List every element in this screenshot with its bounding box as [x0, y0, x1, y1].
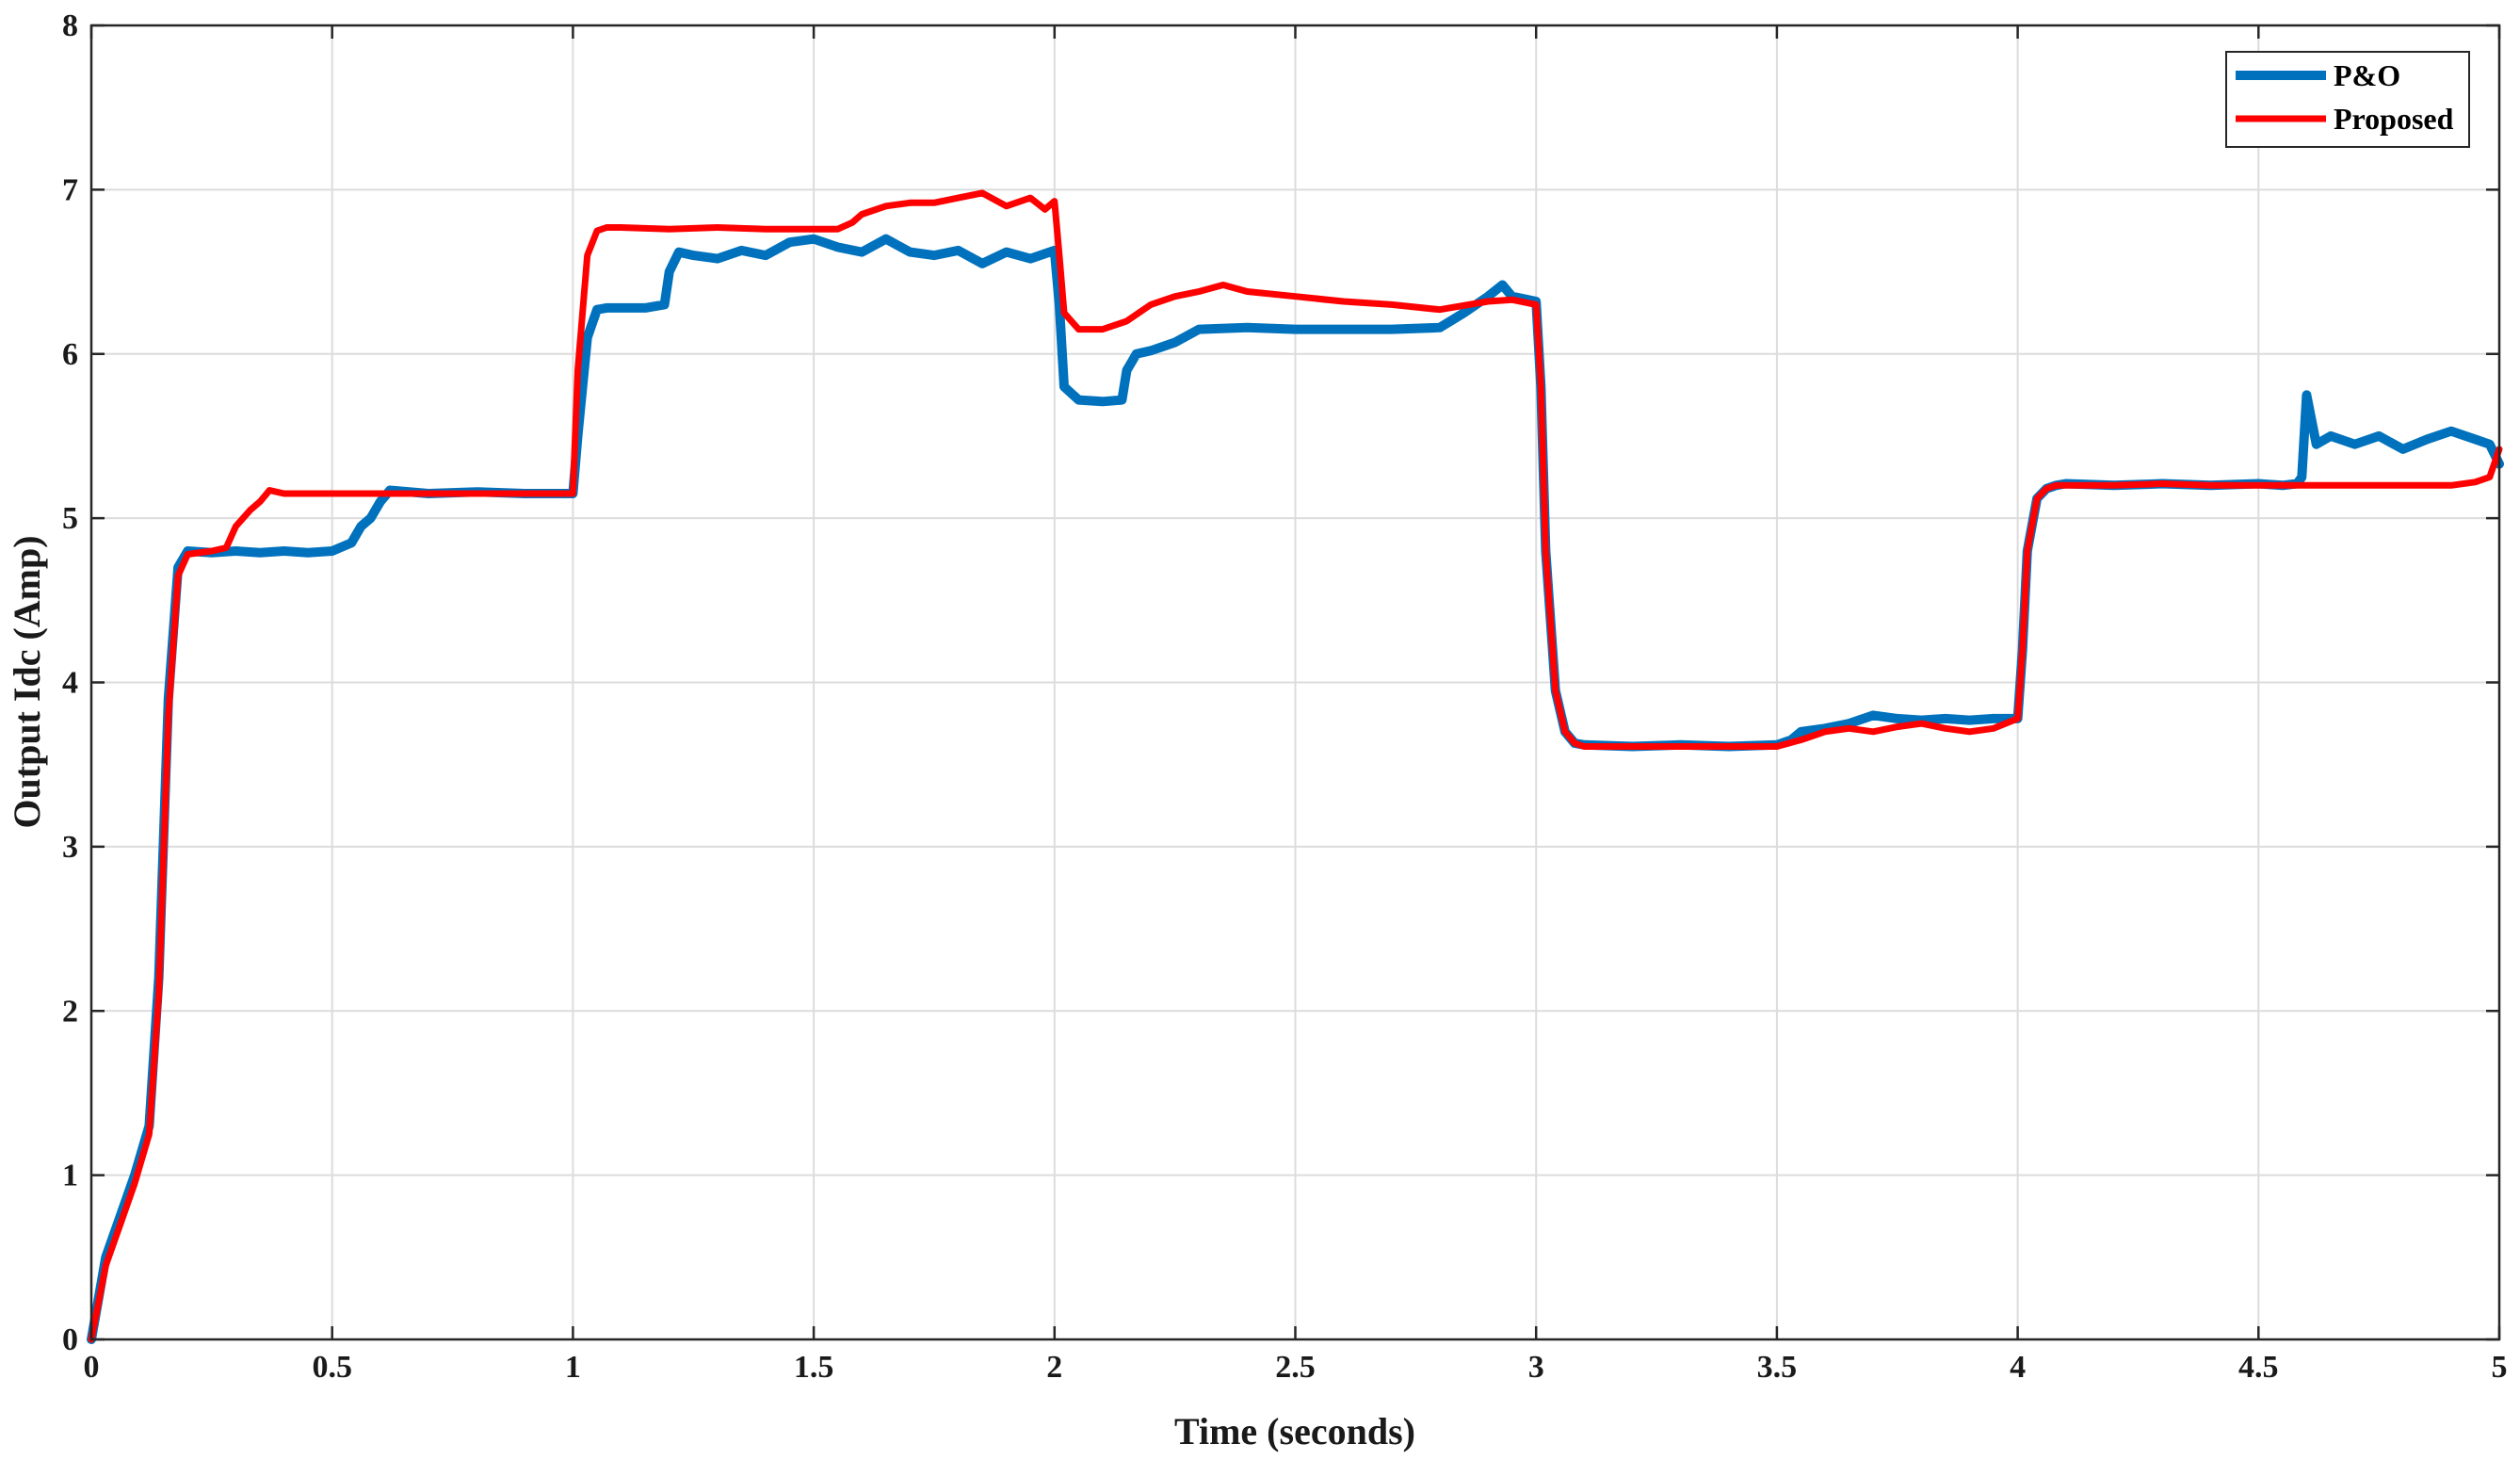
x-tick-label: 0	[84, 1350, 100, 1385]
y-tick-label: 1	[62, 1159, 78, 1193]
legend-label-proposed: Proposed	[2334, 102, 2454, 136]
x-tick-label: 3.5	[1757, 1350, 1798, 1385]
x-tick-label: 1	[565, 1350, 581, 1385]
legend-box	[2225, 51, 2470, 148]
x-tick-label: 5	[2492, 1350, 2508, 1385]
y-tick-label: 0	[62, 1322, 78, 1357]
y-tick-label: 2	[62, 994, 78, 1029]
legend: P&O Proposed	[2225, 51, 2470, 148]
x-tick-label: 2.5	[1275, 1350, 1316, 1385]
x-axis-title: Time (seconds)	[1174, 1410, 1415, 1452]
series-group	[87, 189, 2504, 1344]
series-line-proposed	[88, 189, 2503, 1343]
x-tick-label: 4	[2010, 1350, 2026, 1385]
legend-label-p-and-o: P&O	[2334, 58, 2400, 92]
x-tick-label: 0.5	[312, 1350, 352, 1385]
y-axis-title: Output Idc (Amp)	[6, 535, 48, 828]
y-tick-label: 7	[62, 172, 78, 207]
y-tick-label: 8	[62, 8, 78, 43]
x-tick-label: 2	[1046, 1350, 1062, 1385]
x-tick-label: 1.5	[794, 1350, 834, 1385]
y-tick-label: 5	[62, 501, 78, 536]
x-tick-label: 3	[1528, 1350, 1544, 1385]
tick-labels: 0 0.5 1 1.5 2 2.5 3 3.5 4 4.5 5 0 1 2 3 4 5 6 7 8	[62, 8, 2508, 1385]
x-tick-label: 4.5	[2238, 1350, 2279, 1385]
y-tick-label: 6	[62, 337, 78, 372]
y-tick-label: 4	[62, 666, 78, 701]
ticks	[89, 24, 2501, 1341]
y-tick-label: 3	[62, 830, 78, 865]
